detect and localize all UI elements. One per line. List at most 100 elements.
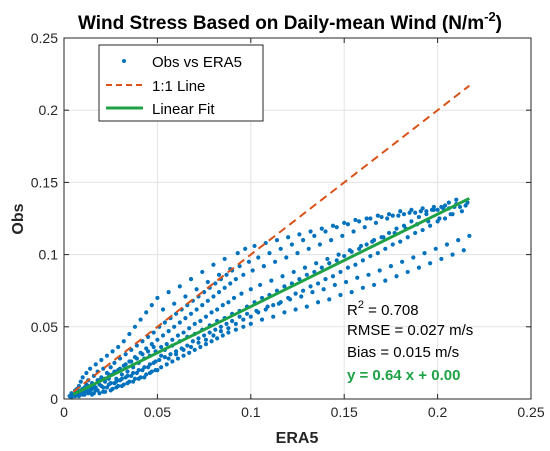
- data-point: [353, 217, 358, 223]
- data-point: [211, 262, 216, 267]
- y-tick-label: 0.1: [39, 247, 59, 263]
- data-point: [319, 265, 324, 270]
- data-point: [155, 337, 160, 342]
- data-point: [162, 320, 167, 325]
- axis-ticks: 0 0.05 0.1 0.15 0.2 0.25 0 0.05 0.1 0.15 0.2 0.25: [31, 30, 545, 420]
- data-point: [125, 369, 130, 374]
- data-point: [385, 216, 390, 221]
- data-point: [131, 370, 136, 376]
- data-point: [398, 209, 403, 214]
- data-point: [187, 326, 192, 331]
- data-point: [209, 310, 214, 315]
- data-point: [166, 329, 171, 334]
- data-point: [312, 233, 317, 238]
- data-point: [256, 255, 261, 260]
- data-point: [248, 287, 253, 292]
- y-tick-label: 0.05: [31, 319, 58, 335]
- data-point: [401, 223, 407, 228]
- data-point: [241, 272, 246, 277]
- data-point: [321, 287, 326, 292]
- r-squared-superscript: 2: [358, 299, 364, 311]
- data-point: [166, 290, 171, 295]
- x-tick-label: 0.2: [428, 404, 448, 420]
- data-point: [248, 321, 253, 327]
- data-point: [319, 226, 324, 231]
- data-point: [442, 203, 448, 208]
- data-point: [233, 327, 238, 332]
- data-point: [119, 376, 125, 381]
- data-point: [168, 352, 173, 357]
- r-squared-text: R2 = 0.708: [347, 299, 419, 319]
- data-point: [252, 243, 257, 249]
- data-point: [216, 290, 222, 295]
- data-point: [282, 310, 287, 315]
- data-point: [91, 391, 96, 396]
- data-point: [371, 282, 377, 288]
- data-point: [226, 300, 231, 305]
- data-point: [157, 357, 162, 363]
- data-point: [269, 278, 274, 283]
- data-point: [267, 251, 272, 256]
- data-point: [280, 274, 285, 279]
- data-point: [439, 204, 444, 210]
- data-point: [194, 307, 199, 312]
- x-tick-label: 0.15: [331, 404, 358, 420]
- data-point: [377, 268, 382, 273]
- data-point: [329, 238, 334, 243]
- r-squared-prefix: R: [347, 302, 358, 319]
- data-point: [401, 212, 407, 217]
- data-point: [99, 357, 104, 363]
- data-point: [104, 353, 110, 358]
- data-point: [160, 333, 166, 338]
- data-point: [330, 223, 336, 228]
- data-point: [220, 303, 225, 308]
- data-point: [164, 342, 169, 347]
- data-point: [226, 326, 231, 331]
- data-point: [136, 368, 141, 373]
- data-point: [114, 376, 119, 381]
- x-tick-label: 0.25: [517, 404, 544, 420]
- data-point: [428, 223, 433, 228]
- data-point: [114, 379, 119, 384]
- data-point: [442, 216, 448, 221]
- reference-lines: [72, 84, 471, 396]
- data-point: [181, 330, 186, 335]
- data-point: [278, 300, 283, 305]
- y-tick-label: 0.25: [31, 30, 58, 46]
- x-tick-label: 0.05: [144, 404, 171, 420]
- data-point: [224, 272, 229, 277]
- data-point: [166, 356, 171, 361]
- data-point: [147, 362, 153, 367]
- data-point: [467, 233, 472, 238]
- data-point: [278, 246, 283, 251]
- data-point: [454, 197, 459, 202]
- data-point: [386, 230, 392, 236]
- data-point: [246, 259, 252, 264]
- data-point: [207, 330, 212, 335]
- data-point: [149, 369, 154, 374]
- data-point: [231, 295, 237, 301]
- data-point: [116, 344, 121, 350]
- plot-frame: [63, 37, 532, 400]
- data-point: [241, 324, 246, 329]
- data-point: [173, 349, 179, 354]
- data-point: [413, 210, 418, 215]
- data-point: [170, 337, 175, 342]
- data-point: [345, 265, 351, 270]
- data-point: [151, 330, 156, 335]
- data-point: [188, 311, 194, 316]
- data-point: [181, 347, 186, 353]
- data-point: [261, 264, 266, 269]
- data-point: [379, 235, 384, 240]
- data-point: [450, 212, 455, 217]
- data-point: [450, 252, 455, 257]
- data-point: [190, 339, 195, 344]
- data-point: [375, 251, 380, 256]
- data-point: [304, 272, 309, 277]
- data-point: [216, 272, 222, 277]
- data-point: [127, 379, 132, 384]
- data-point: [334, 225, 339, 230]
- data-point: [351, 229, 356, 234]
- data-point: [293, 291, 298, 296]
